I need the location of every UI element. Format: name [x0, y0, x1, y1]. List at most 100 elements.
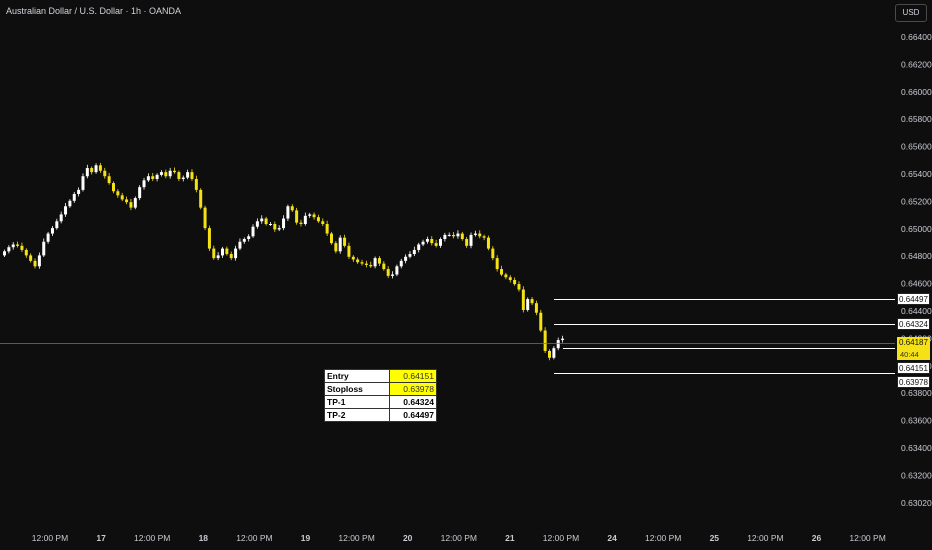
time-tick-label: 21	[505, 533, 515, 543]
bear-candle	[482, 236, 486, 238]
bear-candle	[194, 178, 198, 190]
bull-candle	[425, 239, 429, 242]
bear-candle	[517, 284, 521, 290]
time-tick-label: 17	[96, 533, 106, 543]
bear-candle	[24, 249, 28, 256]
bull-candle	[168, 170, 172, 177]
bear-candle	[521, 289, 525, 310]
bear-candle	[351, 256, 355, 260]
bull-candle	[456, 233, 460, 237]
time-tick-label: 12:00 PM	[747, 533, 783, 543]
price-tick-label: 0.63020	[901, 498, 932, 508]
bear-candle	[452, 234, 456, 237]
bear-candle	[177, 172, 181, 179]
symbol-title: Australian Dollar / U.S. Dollar · 1h · O…	[6, 6, 182, 16]
bear-candle	[199, 189, 203, 208]
bear-candle	[325, 224, 329, 234]
current-price-tag: 0.64187	[897, 337, 930, 349]
bull-candle	[282, 218, 286, 229]
bull-candle	[85, 168, 89, 177]
bull-candle	[556, 340, 560, 349]
bull-candle	[251, 226, 255, 237]
stoploss-value: 0.63978	[389, 382, 437, 396]
bull-candle	[473, 233, 477, 235]
bear-candle	[116, 191, 120, 196]
trade-levels-table: Entry 0.64151 Stoploss 0.63978 TP-1 0.64…	[324, 369, 437, 422]
tp1-price-tag: 0.64324	[897, 318, 930, 330]
time-tick-label: 12:00 PM	[134, 533, 170, 543]
bear-candle	[203, 207, 207, 229]
currency-button[interactable]: USD	[895, 4, 927, 22]
entry-price-tag: 0.64151	[897, 362, 930, 374]
tp1-label: TP-1	[324, 395, 390, 409]
time-axis[interactable]: 12:00 PM 17 12:00 PM 18 12:00 PM 19 12:00 PM 20…	[32, 533, 886, 543]
bear-candle	[273, 224, 277, 230]
bull-candle	[447, 234, 451, 236]
time-tick-label: 12:00 PM	[849, 533, 885, 543]
bear-candle	[486, 237, 490, 249]
bear-candle	[229, 254, 233, 259]
price-tick-label: 0.65200	[901, 196, 932, 206]
bear-candle	[386, 269, 390, 276]
bear-candle	[290, 206, 294, 211]
table-row-entry: Entry 0.64151	[324, 369, 437, 383]
bull-candle	[72, 193, 76, 201]
bear-candle	[539, 312, 543, 331]
bear-candle	[330, 233, 333, 244]
bear-candle	[120, 195, 124, 200]
bear-candle	[364, 263, 368, 265]
price-tick-label: 0.66200	[901, 59, 932, 69]
bull-candle	[417, 244, 421, 250]
bear-candle	[98, 165, 102, 171]
bull-candle	[159, 172, 163, 175]
bull-candle	[408, 254, 412, 257]
bear-candle	[321, 221, 325, 225]
time-tick-label: 12:00 PM	[32, 533, 68, 543]
bull-candle	[81, 176, 85, 190]
bear-candle	[20, 245, 24, 250]
entry-label: Entry	[324, 369, 390, 383]
bull-candle	[391, 274, 395, 276]
bear-candle	[543, 330, 547, 351]
bear-candle	[360, 262, 364, 264]
bear-candle	[90, 168, 94, 173]
bull-candle	[242, 239, 246, 242]
price-tick-label: 0.65000	[901, 224, 932, 234]
price-tick-label: 0.65400	[901, 169, 932, 179]
bear-candle	[460, 233, 464, 240]
bull-candle	[469, 234, 473, 246]
bull-candle	[526, 299, 530, 310]
tp1-value: 0.64324	[389, 395, 437, 409]
bear-candle	[316, 217, 320, 222]
bear-candle	[112, 183, 115, 192]
entry-value: 0.64151	[389, 369, 437, 383]
time-tick-label: 25	[710, 533, 720, 543]
price-tick-label: 0.63600	[901, 416, 932, 426]
price-tick-label: 0.64400	[901, 306, 932, 316]
price-axis[interactable]: 0.66400 0.66200 0.66000 0.65800 0.65600 0.654…	[901, 32, 932, 508]
bull-candle	[255, 221, 259, 227]
bull-candle	[42, 241, 46, 256]
bull-candle	[186, 172, 190, 178]
bear-candle	[264, 218, 268, 225]
time-tick-label: 12:00 PM	[338, 533, 374, 543]
bull-candle	[412, 249, 416, 255]
bear-candle	[225, 248, 229, 255]
bull-candle	[373, 258, 377, 267]
bear-candle	[190, 172, 194, 179]
bull-candle	[155, 174, 159, 179]
bull-candle	[268, 224, 272, 226]
bear-candle	[377, 258, 381, 264]
bull-candle	[46, 233, 50, 242]
bull-candle	[59, 214, 63, 222]
bull-candle	[55, 221, 59, 229]
bull-candle	[3, 251, 6, 256]
bull-candle	[277, 228, 281, 230]
bear-candle	[103, 170, 107, 177]
bear-candle	[548, 350, 551, 358]
bear-candle	[347, 245, 351, 257]
price-tick-label: 0.64800	[901, 251, 932, 261]
candles-layer	[3, 162, 565, 361]
bull-candle	[395, 266, 399, 275]
